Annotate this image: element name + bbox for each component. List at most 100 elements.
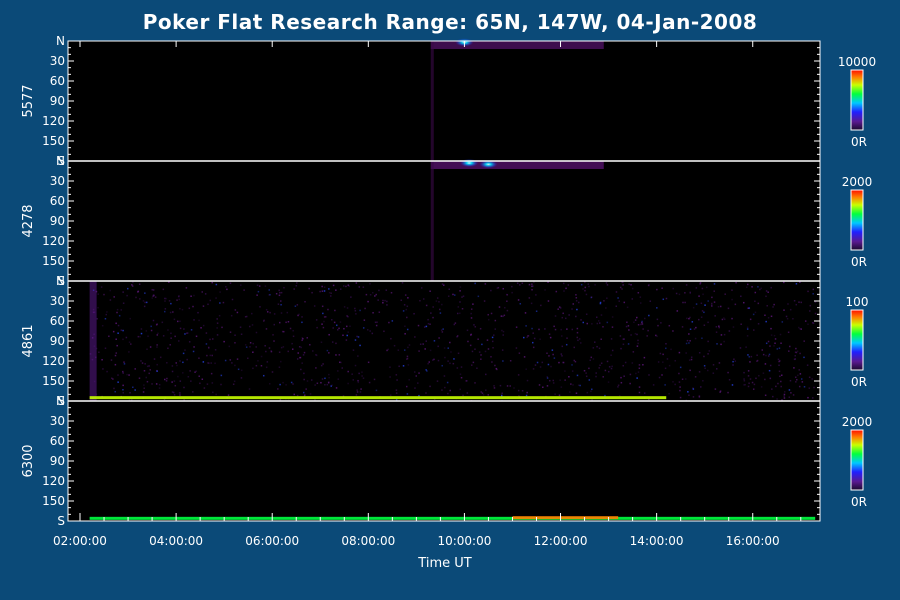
emission-noise-point <box>285 384 287 386</box>
emission-noise-point <box>534 364 537 366</box>
emission-noise-point <box>171 370 174 373</box>
emission-noise-point <box>459 290 461 292</box>
emission-noise-point <box>707 353 709 355</box>
emission-noise-point <box>417 382 419 384</box>
emission-noise-point <box>814 301 817 303</box>
emission-noise-point <box>767 340 770 343</box>
emission-noise-point <box>314 398 316 401</box>
emission-noise-point <box>159 356 162 359</box>
emission-noise-point <box>220 383 222 386</box>
emission-noise-point <box>747 370 750 372</box>
emission-noise-point <box>373 378 376 381</box>
emission-noise-point <box>262 374 265 377</box>
emission-noise-point <box>446 381 449 384</box>
emission-noise-point <box>228 345 231 348</box>
emission-noise-point <box>739 347 742 349</box>
emission-noise-point <box>382 301 384 304</box>
emission-noise-point <box>582 288 584 290</box>
emission-noise-point <box>714 388 717 390</box>
emission-noise-point <box>560 353 563 355</box>
emission-noise-point <box>211 354 213 357</box>
emission-noise-point <box>215 393 217 396</box>
emission-noise-point <box>622 364 624 367</box>
chart-title: Poker Flat Research Range: 65N, 147W, 04… <box>142 10 758 34</box>
emission-noise-point <box>788 389 791 391</box>
emission-noise-point <box>564 317 567 320</box>
emission-noise-point <box>239 326 242 328</box>
emission-noise-point <box>733 358 735 360</box>
emission-noise-point <box>608 366 611 368</box>
emission-noise-point <box>233 380 236 383</box>
x-tick-label: 10:00:00 <box>437 534 491 548</box>
emission-noise-point <box>624 361 627 364</box>
emission-noise-point <box>437 359 440 362</box>
emission-noise-point <box>598 322 601 324</box>
emission-noise-point <box>456 312 459 315</box>
emission-noise-point <box>770 315 773 318</box>
emission-noise-point <box>751 286 753 288</box>
emission-noise-point <box>592 358 595 360</box>
emission-noise-point <box>328 333 330 336</box>
emission-noise-point <box>698 396 701 398</box>
emission-noise-point <box>120 329 123 331</box>
emission-noise-point <box>149 346 152 348</box>
emission-noise-point <box>265 328 268 330</box>
emission-noise-point <box>312 350 314 352</box>
emission-noise-point <box>600 362 603 364</box>
emission-noise-point <box>704 367 706 370</box>
emission-noise-point <box>293 288 295 290</box>
emission-noise-point <box>363 319 366 321</box>
emission-noise-point <box>407 346 409 349</box>
emission-noise-point <box>295 285 298 287</box>
emission-noise-point <box>590 296 593 299</box>
emission-noise-point <box>151 288 154 291</box>
emission-noise-point <box>165 297 167 300</box>
emission-noise-point <box>811 322 814 324</box>
emission-noise-point <box>430 312 432 314</box>
emission-noise-point <box>131 399 133 401</box>
emission-noise-point <box>571 370 574 372</box>
emission-noise-point <box>369 293 372 296</box>
emission-noise-point <box>679 366 682 369</box>
emission-noise-point <box>594 284 596 286</box>
emission-noise-point <box>662 361 664 363</box>
emission-noise-point <box>472 361 475 364</box>
emission-noise-point <box>335 354 337 356</box>
emission-noise-point <box>216 327 218 329</box>
emission-noise-point <box>772 306 774 308</box>
emission-noise-point <box>700 316 703 318</box>
emission-noise-point <box>801 381 804 383</box>
emission-noise-point <box>748 356 751 358</box>
emission-noise-point <box>334 309 336 312</box>
emission-noise-point <box>459 301 461 303</box>
emission-noise-point <box>303 351 306 354</box>
emission-noise-point <box>718 326 720 329</box>
emission-noise-point <box>130 343 132 345</box>
emission-noise-point <box>665 343 667 345</box>
emission-noise-point <box>268 347 271 349</box>
emission-noise-point <box>794 358 797 360</box>
emission-noise-point <box>285 321 287 324</box>
emission-noise-point <box>811 378 813 380</box>
emission-noise-point <box>576 374 579 377</box>
emission-noise-point <box>695 326 697 329</box>
emission-noise-point <box>315 367 317 369</box>
emission-noise-point <box>206 354 208 357</box>
emission-noise-point <box>557 308 559 310</box>
emission-noise-point <box>326 349 329 352</box>
emission-noise-point <box>128 351 130 353</box>
emission-noise-point <box>760 386 763 388</box>
emission-noise-point <box>234 364 236 367</box>
emission-noise-point <box>164 308 167 310</box>
emission-noise-point <box>561 335 563 337</box>
emission-noise-point <box>277 388 279 390</box>
emission-arc <box>430 41 604 49</box>
emission-streak <box>430 41 434 161</box>
emission-noise-point <box>768 353 771 356</box>
emission-noise-point <box>808 387 811 389</box>
emission-noise-point <box>561 345 564 348</box>
emission-noise-point <box>132 386 134 389</box>
emission-noise-point <box>778 370 781 373</box>
emission-noise-point <box>169 311 172 314</box>
emission-noise-point <box>502 330 505 333</box>
